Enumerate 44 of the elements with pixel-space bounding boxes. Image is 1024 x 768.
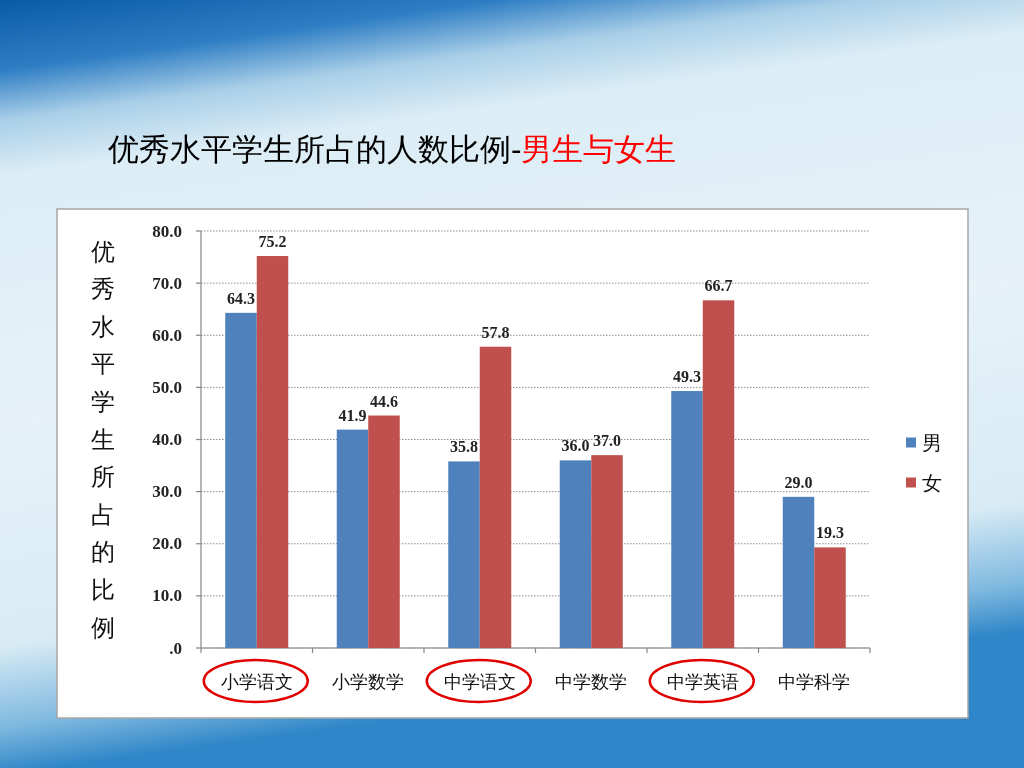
- data-label: 57.8: [481, 323, 510, 341]
- data-label: 35.8: [450, 438, 478, 456]
- bar: [702, 300, 735, 648]
- bar: [225, 312, 257, 648]
- bar: [671, 391, 703, 648]
- data-label: 41.9: [338, 406, 367, 424]
- bar: [782, 496, 815, 648]
- y-tick-label: 50.0: [152, 377, 182, 397]
- bar: [256, 256, 289, 648]
- x-tick-label: 小学语文: [220, 670, 293, 692]
- bar: [336, 429, 369, 648]
- chart-title: 优秀水平学生所占的人数比例-: [108, 131, 522, 167]
- data-label: 75.2: [258, 233, 287, 251]
- x-tick-label: 中学科学: [778, 670, 851, 692]
- x-tick-label: 中学数学: [555, 670, 628, 692]
- data-label: 66.7: [704, 277, 733, 295]
- y-tick-label: 60.0: [152, 325, 182, 345]
- y-tick-label: .0: [169, 638, 182, 658]
- bar: [814, 547, 846, 648]
- bar: [591, 455, 623, 648]
- data-label: 64.3: [227, 289, 255, 307]
- data-label: 29.0: [784, 473, 813, 491]
- data-label: 44.6: [370, 392, 398, 410]
- data-label: 37.0: [593, 432, 621, 450]
- y-tick-label: 30.0: [152, 482, 182, 502]
- bar: [479, 346, 512, 648]
- y-tick-label: 10.0: [152, 586, 182, 606]
- legend-label: 女: [922, 470, 942, 495]
- bar: [448, 461, 480, 648]
- data-label: 49.3: [673, 368, 701, 386]
- x-tick-label: 小学数学: [332, 670, 405, 692]
- x-tick-label: 中学语文: [443, 670, 516, 692]
- y-tick-label: 80.0: [152, 221, 182, 241]
- bar: [368, 415, 400, 648]
- data-label: 36.0: [561, 437, 590, 455]
- y-tick-label: 20.0: [152, 534, 182, 554]
- bar: [559, 460, 592, 648]
- y-tick-label: 70.0: [152, 273, 182, 293]
- chart-subtitle: 男生与女生: [521, 131, 677, 167]
- data-label: 19.3: [816, 524, 844, 542]
- x-tick-label: 中学英语: [666, 670, 739, 692]
- y-tick-label: 40.0: [152, 430, 182, 449]
- text: 优秀水平学生所占的比例: [91, 237, 115, 642]
- legend-label: 男: [922, 430, 942, 455]
